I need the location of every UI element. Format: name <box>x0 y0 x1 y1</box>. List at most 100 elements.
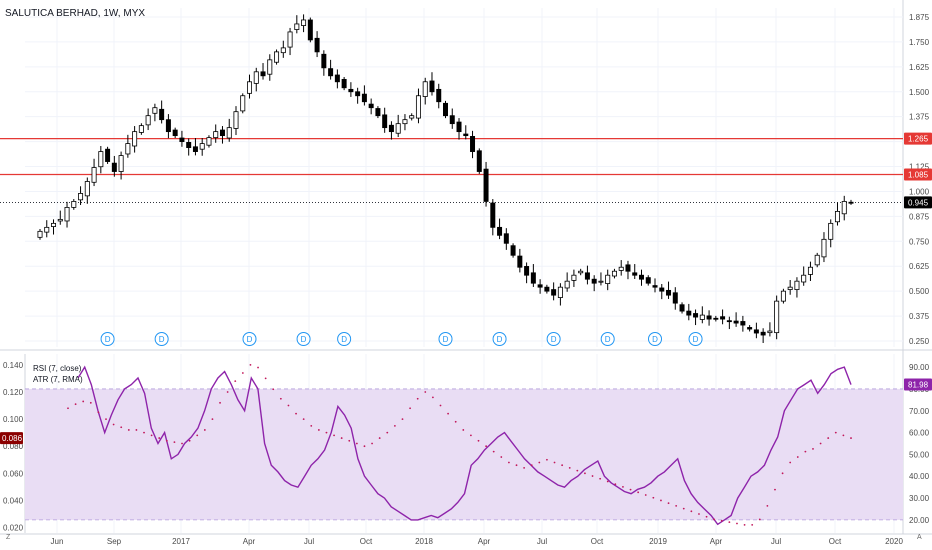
dividend-badge[interactable]: D <box>648 332 663 346</box>
atr-dot <box>264 377 267 380</box>
candle-body <box>821 238 827 258</box>
atr-dot <box>431 396 434 399</box>
atr-dot <box>310 424 313 427</box>
rsi-legend[interactable]: RSI (7, close) <box>33 364 82 373</box>
atr-dot <box>614 483 617 486</box>
candle-body <box>253 71 259 84</box>
atr-dot <box>454 420 457 423</box>
candle-body <box>192 146 198 152</box>
atr-dot <box>340 437 343 439</box>
atr-dot <box>827 437 830 439</box>
dividend-badge[interactable]: D <box>242 332 257 346</box>
candle-body <box>510 245 516 256</box>
dividend-badge[interactable]: D <box>337 332 352 346</box>
atr-dot <box>272 388 275 391</box>
atr-dot <box>416 397 419 400</box>
atr-dot <box>561 464 564 467</box>
time-tick-label: Apr <box>243 537 256 546</box>
candle-body <box>672 292 678 304</box>
dividend-badge[interactable]: D <box>100 332 115 346</box>
atr-dot <box>477 439 480 442</box>
atr-dot <box>698 513 700 515</box>
last-price-label-bg <box>904 196 932 209</box>
atr-dot <box>705 515 708 518</box>
candle-body <box>307 19 313 41</box>
dividend-badge[interactable]: D <box>600 332 615 346</box>
atr-dot <box>736 522 738 525</box>
atr-dot <box>74 403 77 406</box>
atr-dot <box>774 488 776 491</box>
atr-dot <box>834 431 837 434</box>
atr-dot <box>181 442 183 445</box>
atr-dot <box>485 445 488 448</box>
atr-dot <box>576 469 579 472</box>
atr-dot <box>401 418 404 420</box>
candle-body <box>787 286 793 290</box>
candle-body <box>774 300 780 334</box>
dividend-badge-label: D <box>652 335 658 344</box>
candle-body <box>632 272 638 276</box>
atr-dot <box>606 480 609 483</box>
rsi-tick-label: 20.00 <box>909 516 930 525</box>
price-tick-label: 1.750 <box>909 38 930 47</box>
candle-body <box>287 31 293 48</box>
atr-dot <box>508 461 510 464</box>
dividend-badge[interactable]: D <box>296 332 311 346</box>
atr-dot <box>637 491 640 494</box>
dividend-badge-circle <box>296 332 311 346</box>
candle-body <box>145 115 151 126</box>
dividend-badge[interactable]: D <box>546 332 561 346</box>
dividend-badge[interactable]: D <box>492 332 507 346</box>
candle-body <box>794 280 800 290</box>
candle-body <box>767 330 773 334</box>
atr-dot <box>675 504 678 507</box>
dividend-badge-label: D <box>693 335 699 344</box>
atr-dot <box>287 404 290 407</box>
price-tick-label: 1.875 <box>909 13 930 22</box>
atr-dot <box>470 434 472 437</box>
rsi-tick-label: 50.00 <box>909 450 930 459</box>
atr-dot <box>241 372 244 374</box>
candle-body <box>132 131 138 147</box>
candle-body <box>247 81 253 94</box>
candle-body <box>64 207 70 222</box>
dividend-badge[interactable]: D <box>154 332 169 346</box>
atr-dot <box>515 464 518 467</box>
time-tick-label: Oct <box>829 537 842 546</box>
candle-body <box>280 47 286 54</box>
time-tick-label: 2019 <box>649 537 667 546</box>
time-tick-label: Oct <box>591 537 604 546</box>
candle-body <box>78 193 84 201</box>
timezone-toggle[interactable]: Z <box>6 534 11 541</box>
atr-dot <box>713 518 716 521</box>
atr-dot <box>530 464 533 467</box>
atr-dot <box>257 366 259 369</box>
dividend-badge[interactable]: D <box>438 332 453 346</box>
price-tick-label: 0.875 <box>909 212 930 221</box>
atr-dot <box>850 437 852 439</box>
candle-body <box>760 331 766 336</box>
atr-dot <box>386 431 389 434</box>
candle-body <box>368 103 374 109</box>
atr-dot <box>500 456 503 458</box>
price-tick-label: 1.125 <box>909 163 930 172</box>
atr-legend[interactable]: ATR (7, RMA) <box>33 375 83 384</box>
candle-body <box>213 131 219 139</box>
candle-body <box>720 316 726 320</box>
candle-body <box>807 266 813 275</box>
atr-dot <box>409 407 411 410</box>
atr-dot <box>333 434 335 437</box>
atr-dot <box>120 426 123 429</box>
candle-body <box>274 51 280 63</box>
auto-scale-toggle[interactable]: A <box>917 534 922 541</box>
atr-dot <box>105 418 107 420</box>
dividend-badge[interactable]: D <box>688 332 703 346</box>
atr-dot <box>211 418 214 420</box>
atr-dot <box>295 412 297 415</box>
time-tick-label: Apr <box>710 537 723 546</box>
time-tick-label: Jul <box>771 537 781 546</box>
candle-body <box>51 222 57 227</box>
atr-dot <box>682 507 685 510</box>
candle-body <box>747 327 753 330</box>
